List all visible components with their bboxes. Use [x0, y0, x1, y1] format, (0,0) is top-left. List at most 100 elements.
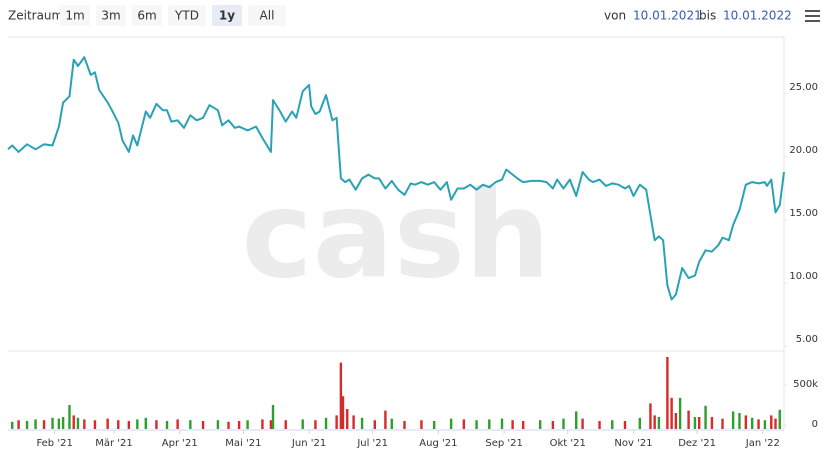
volume-bar [324, 417, 328, 429]
y-tick-label: 500k [793, 379, 818, 390]
range-button-bg[interactable] [96, 5, 126, 26]
volume-bar [674, 413, 678, 429]
volume-bar [57, 418, 61, 429]
x-tick-label: Apr '21 [162, 438, 198, 449]
volume-bar [693, 417, 697, 429]
range-button-bg[interactable] [60, 5, 90, 26]
volume-bar [598, 421, 601, 429]
volume-bar [25, 421, 29, 429]
volume-bar [34, 419, 37, 429]
volume-bar [538, 420, 542, 429]
volume-bar [611, 420, 614, 429]
x-tick-label: Okt '21 [550, 438, 586, 449]
volume-bar [623, 421, 627, 429]
volume-bar [269, 420, 273, 429]
volume-bar [384, 410, 387, 429]
volume-bar [704, 405, 707, 429]
x-tick-label: Jul '21 [356, 438, 388, 449]
volume-bar [420, 420, 423, 429]
volume-bar [335, 415, 338, 429]
volume-bar [165, 421, 169, 429]
volume-bar [117, 420, 120, 429]
volume-bar [562, 418, 565, 429]
volume-bar [346, 409, 349, 429]
volume-bar [83, 419, 86, 429]
volume-bar [11, 421, 14, 429]
to-date[interactable]: 10.01.2022 [723, 9, 792, 23]
volume-bar [144, 417, 148, 429]
range-button[interactable]: 3m [101, 9, 120, 23]
from-date[interactable]: 10.01.2021 [633, 9, 702, 23]
volume-bar [76, 417, 80, 429]
volume-bar [763, 420, 767, 429]
menu-icon[interactable] [805, 10, 820, 22]
toolbar-label: Zeitraum [8, 9, 63, 23]
x-tick-label: Mär '21 [95, 438, 133, 449]
volume-bar [68, 405, 71, 429]
volume-bar [649, 403, 652, 429]
volume-bar [403, 421, 406, 429]
range-button-bg[interactable] [168, 5, 206, 26]
x-tick-label: Nov '21 [614, 438, 652, 449]
volume-bar [216, 420, 220, 429]
volume-bar [136, 419, 139, 429]
range-button[interactable]: All [260, 9, 275, 23]
volume-bar [51, 417, 54, 429]
volume-bar [581, 418, 584, 429]
to-label: bis [699, 9, 716, 23]
volume-bar [352, 415, 355, 429]
volume-bar [721, 418, 724, 429]
range-button[interactable]: YTD [174, 9, 199, 23]
volume-bar [201, 421, 205, 429]
volume-bar [339, 362, 343, 429]
volume-bar [750, 417, 754, 429]
volume-bar [341, 396, 345, 429]
price-line [7, 56, 785, 301]
x-tick-label: Dez '21 [678, 438, 716, 449]
volume-bar [449, 418, 453, 429]
volume-bar [678, 397, 682, 429]
volume-bar [522, 421, 525, 429]
volume-bar [360, 417, 364, 429]
volume-bar [687, 410, 690, 429]
y-tick-label: 10.00 [789, 271, 818, 282]
range-button-bg[interactable] [212, 5, 242, 26]
volume-bar [301, 419, 304, 429]
volume-bar [657, 417, 661, 429]
x-tick-label: Jun '21 [291, 438, 326, 449]
x-tick-label: Jan '22 [745, 438, 780, 449]
x-tick-label: Sep '21 [485, 438, 523, 449]
range-button[interactable]: 1m [65, 9, 84, 23]
range-button-bg[interactable] [132, 5, 162, 26]
volume-bar [106, 418, 109, 429]
range-button[interactable]: 6m [137, 9, 156, 23]
volume-bar [284, 420, 287, 429]
range-button-bg[interactable] [248, 5, 286, 26]
volume-bar [42, 420, 46, 429]
volume-bar [93, 420, 97, 429]
volume-bar [127, 421, 131, 429]
from-label: von [604, 9, 626, 23]
volume-bar [575, 411, 578, 429]
y-tick-label: 25.00 [789, 82, 818, 93]
volume-bar [227, 421, 230, 429]
volume-bar [390, 418, 393, 429]
volume-bar [271, 405, 275, 429]
volume-bar [757, 419, 760, 429]
volume-bar [551, 421, 555, 429]
volume-bar [432, 421, 436, 429]
volume-bar [237, 421, 241, 429]
watermark: cash [242, 167, 551, 306]
y-tick-label: 15.00 [789, 208, 818, 219]
volume-bar [731, 411, 735, 429]
volume-bar [697, 417, 701, 429]
volume-bar [744, 415, 748, 429]
volume-bar [61, 417, 65, 429]
range-button[interactable]: 1y [219, 9, 235, 23]
x-tick-label: Feb '21 [36, 438, 72, 449]
volume-bar [246, 420, 249, 429]
volume-bar [710, 417, 714, 429]
volume-bar [17, 420, 20, 429]
volume-bar [189, 420, 192, 429]
